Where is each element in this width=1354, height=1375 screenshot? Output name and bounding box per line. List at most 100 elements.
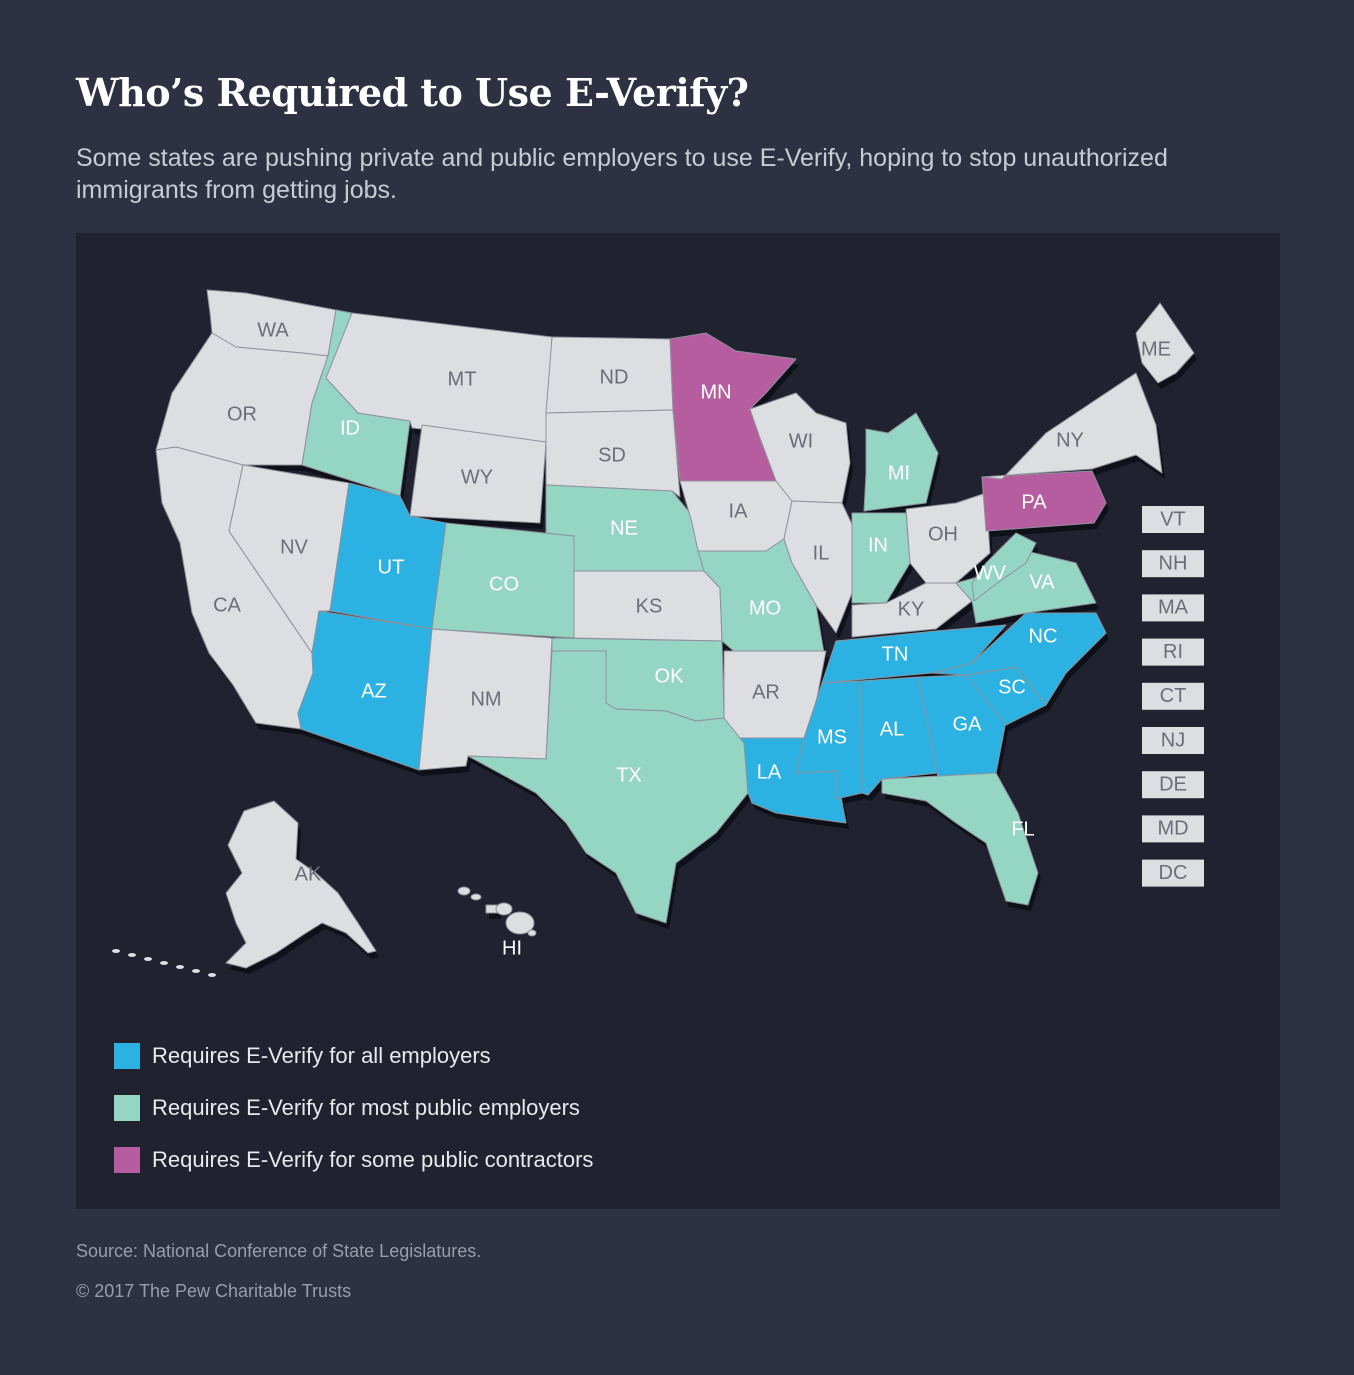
state-label-ny: NY: [1056, 429, 1084, 451]
state-label-ia: IA: [729, 500, 749, 522]
state-label-nm: NM: [470, 688, 501, 710]
state-sd[interactable]: [545, 409, 681, 498]
state-ga[interactable]: [917, 674, 1007, 778]
state-label-wi: WI: [789, 430, 813, 452]
state-pa[interactable]: [981, 470, 1107, 532]
state-label-ca: CA: [213, 594, 241, 616]
aleutian-island: [112, 949, 120, 953]
state-label-al: AL: [880, 718, 904, 740]
state-label-pa: PA: [1021, 491, 1047, 513]
small-state-box: [1142, 815, 1204, 843]
state-label-in: IN: [868, 534, 888, 556]
state-label-ms: MS: [817, 726, 847, 748]
state-label-me: ME: [1141, 338, 1171, 360]
state-label-ak: AK: [295, 863, 322, 885]
state-label-ok: OK: [655, 665, 685, 687]
legend-label: Requires E-Verify for most public employ…: [152, 1095, 580, 1120]
state-wy[interactable]: [409, 424, 547, 524]
small-state-box: [1142, 859, 1204, 887]
state-label-ks: KS: [636, 595, 663, 617]
state-wv[interactable]: [971, 532, 1037, 602]
source-note: Source: National Conference of State Leg…: [76, 1241, 482, 1261]
small-state-box: [1142, 682, 1204, 710]
small-state-ri[interactable]: RI: [1142, 638, 1204, 666]
copyright-note: © 2017 The Pew Charitable Trusts: [76, 1281, 352, 1301]
state-label-nc: NC: [1029, 625, 1058, 647]
hawaii-island: [495, 902, 513, 916]
state-label-ut: UT: [378, 556, 405, 578]
state-in[interactable]: [851, 512, 911, 604]
state-label-wv: WV: [974, 562, 1007, 584]
small-state-box: [1142, 771, 1204, 799]
state-label-mo: MO: [749, 597, 781, 619]
aleutian-island: [192, 969, 200, 973]
state-fl[interactable]: [881, 772, 1039, 906]
state-label-mi: MI: [888, 462, 910, 484]
state-label-va: VA: [1029, 571, 1055, 593]
small-state-label: MD: [1157, 818, 1188, 840]
state-label-hi: HI: [502, 937, 522, 959]
state-mi[interactable]: [863, 412, 939, 512]
state-ak[interactable]: [225, 800, 377, 969]
legend-item-some-contractors: Requires E-Verify for some public contra…: [114, 1147, 593, 1173]
state-or[interactable]: [155, 332, 329, 466]
state-label-ne: NE: [610, 517, 638, 539]
small-state-label: NH: [1159, 552, 1188, 574]
small-state-nh[interactable]: NH: [1142, 550, 1204, 578]
state-label-tn: TN: [882, 643, 909, 665]
state-label-nv: NV: [280, 536, 308, 558]
state-wi[interactable]: [749, 392, 851, 504]
small-state-ma[interactable]: MA: [1142, 594, 1204, 622]
states-layer: [112, 289, 1195, 977]
state-label-mt: MT: [448, 368, 477, 390]
small-state-vt[interactable]: VT: [1142, 506, 1204, 533]
aleutian-island: [176, 965, 184, 969]
state-labels: WA OR CA NV ID MT WY UT CO AZ NM ND SD NE KS OK TX MN IA MO…: [213, 319, 1171, 959]
small-state-label: DC: [1159, 862, 1188, 884]
state-nc[interactable]: [931, 612, 1107, 706]
state-label-fl: FL: [1011, 818, 1034, 840]
small-state-nj[interactable]: NJ: [1142, 727, 1204, 754]
hawaii-island: [457, 886, 471, 896]
small-state-box: [1142, 594, 1204, 622]
hawaii-island: [527, 929, 537, 937]
state-label-il: IL: [813, 542, 830, 564]
state-label-ga: GA: [953, 713, 983, 735]
legend-swatch-some-contractors: [114, 1147, 140, 1173]
small-state-dc[interactable]: DC: [1142, 859, 1204, 887]
state-label-tx: TX: [616, 764, 642, 786]
small-state-label: DE: [1159, 773, 1187, 795]
page-subtitle: Some states are pushing private and publ…: [76, 144, 1168, 204]
state-il[interactable]: [783, 500, 857, 634]
state-label-co: CO: [489, 573, 519, 595]
aleutian-island: [128, 953, 136, 957]
legend-swatch-most-public: [114, 1095, 140, 1121]
map-legend: Requires E-Verify for all employers Requ…: [114, 1043, 593, 1199]
map-panel: WA OR CA NV ID MT WY UT CO AZ NM ND SD NE KS OK TX MN IA MO…: [76, 233, 1280, 1209]
legend-swatch-all-employers: [114, 1043, 140, 1069]
small-state-box: [1142, 727, 1204, 754]
state-label-wy: WY: [461, 466, 493, 488]
legend-label: Requires E-Verify for some public contra…: [152, 1147, 594, 1172]
aleutian-island: [160, 961, 168, 965]
small-state-ct[interactable]: CT: [1142, 682, 1204, 710]
small-state-de[interactable]: DE: [1142, 771, 1204, 799]
small-state-label: RI: [1163, 641, 1183, 663]
state-label-or: OR: [227, 403, 257, 425]
legend-item-most-public: Requires E-Verify for most public employ…: [114, 1095, 593, 1121]
small-state-label: MA: [1158, 597, 1189, 619]
state-ny[interactable]: [981, 372, 1163, 480]
aleutian-island: [208, 973, 216, 977]
hawaii-island: [470, 893, 482, 901]
state-oh[interactable]: [905, 492, 991, 584]
small-state-md[interactable]: MD: [1142, 815, 1204, 843]
aleutian-island: [144, 957, 152, 961]
small-state-box: [1142, 550, 1204, 578]
state-label-ky: KY: [898, 598, 925, 620]
state-label-ar: AR: [752, 681, 780, 703]
small-state-boxes: VT NH MA RI CT NJ DE MD DC: [1142, 506, 1204, 887]
state-me[interactable]: [1135, 302, 1195, 384]
state-label-nd: ND: [600, 366, 629, 388]
state-label-oh: OH: [928, 523, 958, 545]
state-label-wa: WA: [257, 319, 289, 341]
